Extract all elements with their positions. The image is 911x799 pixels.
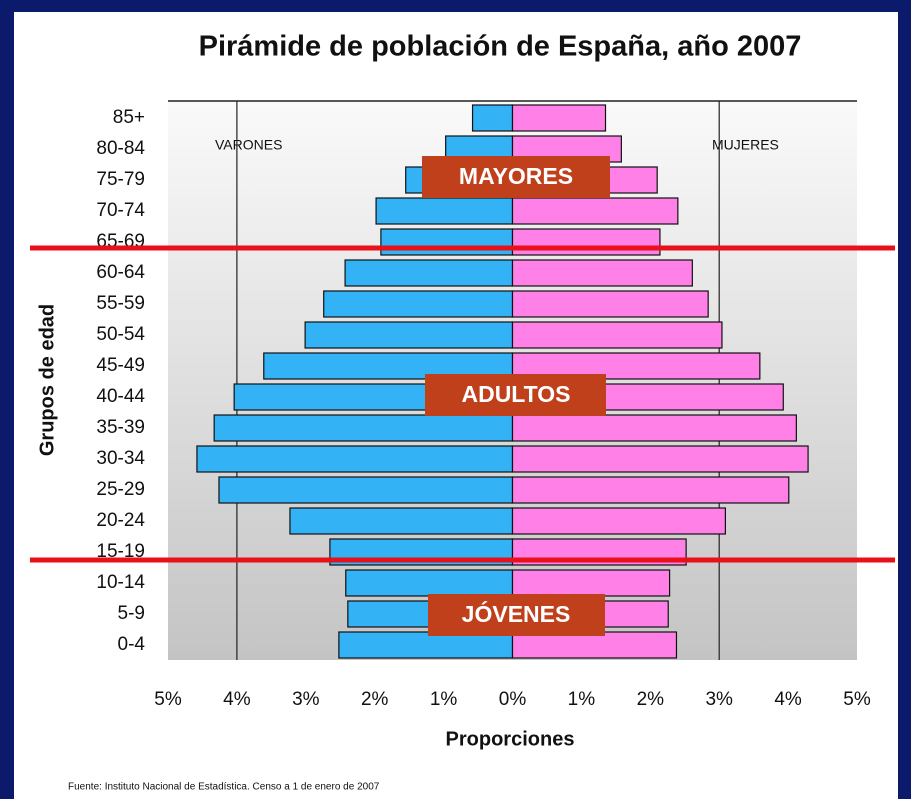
y-tick-label: 45-49	[96, 355, 145, 376]
x-tick-label: 2%	[637, 689, 665, 710]
bar	[511, 104, 607, 132]
y-axis-label: Grupos de edad	[36, 304, 58, 456]
y-tick-label: 35-39	[96, 417, 145, 438]
bar	[511, 414, 797, 442]
x-tick-label: 3%	[705, 689, 733, 710]
bar	[289, 507, 514, 535]
bar	[511, 569, 671, 597]
y-tick-label: 0-4	[118, 634, 146, 655]
y-tick-label: 70-74	[96, 200, 145, 221]
right-label: MUJERES	[712, 137, 779, 153]
group-box	[428, 594, 605, 636]
bar	[375, 197, 514, 225]
x-tick-label: 3%	[292, 689, 320, 710]
y-tick-label: 5-9	[118, 603, 145, 624]
y-tick-label: 25-29	[96, 479, 145, 500]
x-tick-label: 5%	[154, 689, 182, 710]
group-label: ADULTOS	[461, 381, 570, 407]
source: Fuente: Instituto Nacional de Estadístic…	[68, 782, 380, 793]
y-tick-label: 60-64	[96, 262, 145, 283]
x-tick-label: 0%	[499, 689, 527, 710]
y-tick-label: 40-44	[96, 386, 145, 407]
bar	[213, 414, 514, 442]
x-axis-label: Proporciones	[446, 728, 575, 750]
bar	[511, 290, 709, 318]
bar	[344, 259, 514, 287]
chart-title: Pirámide de población de España, año 200…	[199, 31, 802, 63]
bar	[196, 445, 514, 473]
group-label: MAYORES	[459, 163, 573, 189]
x-tick-label: 2%	[361, 689, 389, 710]
y-tick-label: 75-79	[96, 169, 145, 190]
x-tick-label: 5%	[843, 689, 871, 710]
y-tick-label: 10-14	[96, 572, 145, 593]
y-tick-label: 15-19	[96, 541, 145, 562]
bar	[338, 631, 514, 659]
y-tick-label: 30-34	[96, 448, 145, 469]
y-tick-label: 55-59	[96, 293, 145, 314]
x-tick-label: 1%	[568, 689, 596, 710]
group-label: JÓVENES	[462, 600, 571, 627]
y-tick-label: 20-24	[96, 510, 145, 531]
group-box	[425, 374, 606, 416]
y-tick-label: 85+	[113, 107, 145, 128]
bar	[511, 228, 661, 256]
x-tick-label: 1%	[430, 689, 458, 710]
bar	[511, 476, 790, 504]
bar	[304, 321, 514, 349]
bar	[218, 476, 514, 504]
y-tick-label: 50-54	[96, 324, 145, 345]
group-box	[422, 156, 610, 198]
bar	[511, 445, 809, 473]
bar	[345, 569, 514, 597]
bar	[323, 290, 514, 318]
x-tick-label: 4%	[223, 689, 251, 710]
bar	[511, 259, 693, 287]
bar	[511, 197, 679, 225]
bar	[471, 104, 514, 132]
left-label: VARONES	[215, 137, 282, 153]
x-tick-label: 4%	[774, 689, 802, 710]
y-tick-label: 80-84	[96, 138, 145, 159]
bar	[380, 228, 514, 256]
bar	[511, 321, 723, 349]
bar	[511, 507, 727, 535]
